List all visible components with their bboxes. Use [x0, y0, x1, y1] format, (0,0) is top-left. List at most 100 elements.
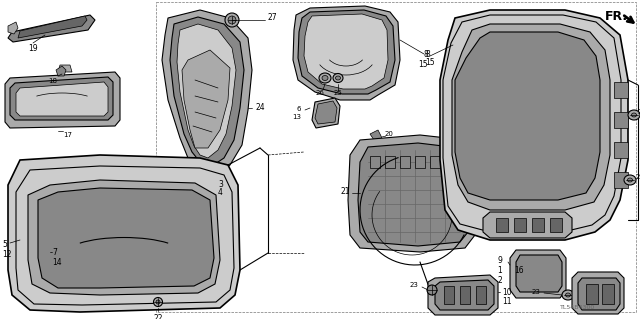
- Polygon shape: [58, 65, 72, 72]
- Text: TL54B4300: TL54B4300: [560, 305, 595, 310]
- Text: FR.: FR.: [605, 10, 628, 23]
- Polygon shape: [10, 77, 113, 120]
- Text: 27: 27: [268, 13, 278, 23]
- Text: 22: 22: [153, 314, 163, 319]
- Text: 8: 8: [425, 50, 429, 59]
- Polygon shape: [460, 286, 470, 304]
- Ellipse shape: [156, 300, 160, 304]
- Polygon shape: [182, 50, 230, 148]
- Text: 21: 21: [340, 188, 350, 197]
- Text: 3: 3: [218, 180, 223, 189]
- Polygon shape: [28, 180, 220, 295]
- Ellipse shape: [228, 16, 236, 24]
- Text: 7: 7: [52, 248, 57, 257]
- Polygon shape: [614, 172, 628, 188]
- Polygon shape: [510, 250, 566, 298]
- Text: 15: 15: [419, 60, 428, 69]
- Text: 23: 23: [638, 109, 640, 115]
- Ellipse shape: [627, 178, 632, 182]
- Text: 12: 12: [2, 250, 12, 259]
- Text: 19: 19: [28, 44, 38, 53]
- Polygon shape: [348, 135, 478, 252]
- Polygon shape: [455, 32, 600, 200]
- Text: 10: 10: [502, 288, 511, 297]
- Ellipse shape: [333, 73, 343, 83]
- Polygon shape: [370, 130, 382, 140]
- Text: 20: 20: [385, 131, 394, 137]
- Polygon shape: [5, 72, 120, 128]
- Polygon shape: [18, 16, 87, 38]
- Ellipse shape: [319, 73, 331, 83]
- Text: 25: 25: [333, 90, 342, 96]
- Text: 17: 17: [63, 132, 72, 138]
- Polygon shape: [516, 255, 562, 292]
- Text: 13: 13: [292, 114, 301, 120]
- Polygon shape: [16, 82, 108, 116]
- Ellipse shape: [566, 293, 570, 297]
- Text: 14: 14: [52, 258, 61, 267]
- Text: 18: 18: [48, 78, 57, 84]
- Ellipse shape: [562, 290, 574, 300]
- Text: 26: 26: [316, 90, 324, 96]
- Polygon shape: [304, 14, 388, 89]
- Polygon shape: [483, 212, 572, 238]
- Ellipse shape: [335, 76, 340, 80]
- Polygon shape: [162, 10, 252, 175]
- Polygon shape: [400, 156, 410, 168]
- Text: 2: 2: [497, 276, 502, 285]
- Polygon shape: [38, 188, 214, 288]
- Polygon shape: [578, 278, 620, 310]
- Polygon shape: [298, 10, 395, 94]
- Polygon shape: [8, 22, 18, 34]
- Polygon shape: [496, 218, 508, 232]
- Ellipse shape: [225, 13, 239, 27]
- Text: 1: 1: [497, 266, 502, 275]
- Text: 4: 4: [218, 188, 223, 197]
- Polygon shape: [312, 98, 340, 128]
- Text: 15: 15: [425, 58, 435, 67]
- Polygon shape: [586, 284, 598, 304]
- Ellipse shape: [154, 298, 163, 307]
- Ellipse shape: [632, 113, 637, 117]
- Text: 23: 23: [636, 174, 640, 180]
- Polygon shape: [614, 82, 628, 98]
- Polygon shape: [614, 112, 628, 128]
- Polygon shape: [370, 156, 380, 168]
- Polygon shape: [8, 15, 95, 42]
- Polygon shape: [514, 218, 526, 232]
- Text: 5: 5: [2, 240, 7, 249]
- Text: 9: 9: [497, 256, 502, 265]
- Polygon shape: [445, 156, 455, 168]
- Polygon shape: [315, 101, 337, 124]
- Text: 23: 23: [531, 289, 540, 295]
- Polygon shape: [440, 10, 628, 240]
- Polygon shape: [428, 275, 498, 315]
- Text: 11: 11: [502, 297, 511, 306]
- Polygon shape: [415, 156, 425, 168]
- Text: 16: 16: [514, 266, 524, 275]
- Polygon shape: [293, 6, 400, 100]
- Polygon shape: [177, 24, 236, 158]
- Polygon shape: [8, 155, 240, 312]
- Polygon shape: [385, 156, 395, 168]
- Polygon shape: [435, 280, 494, 310]
- Ellipse shape: [628, 110, 640, 120]
- Polygon shape: [358, 143, 470, 246]
- Polygon shape: [476, 286, 486, 304]
- Polygon shape: [614, 142, 628, 158]
- Ellipse shape: [427, 285, 437, 295]
- Polygon shape: [170, 17, 244, 166]
- Polygon shape: [550, 218, 562, 232]
- Ellipse shape: [322, 76, 328, 80]
- Polygon shape: [572, 272, 624, 314]
- Polygon shape: [602, 284, 614, 304]
- Ellipse shape: [624, 175, 636, 185]
- Polygon shape: [430, 156, 440, 168]
- Text: 23: 23: [409, 282, 418, 288]
- Text: 8: 8: [423, 50, 428, 59]
- Polygon shape: [444, 286, 454, 304]
- Text: 6: 6: [296, 106, 301, 112]
- Text: 24: 24: [255, 103, 264, 113]
- Polygon shape: [452, 24, 610, 210]
- Polygon shape: [532, 218, 544, 232]
